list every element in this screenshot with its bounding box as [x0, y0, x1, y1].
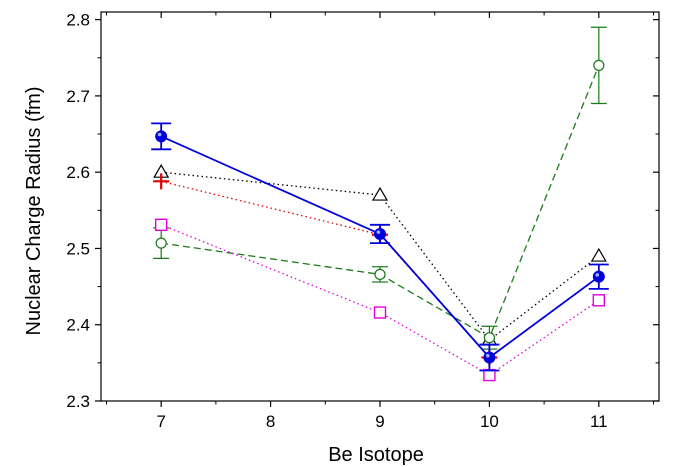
point-highlight [486, 353, 490, 358]
x-tick-label: 10 [480, 412, 499, 431]
point-marker [592, 270, 605, 283]
x-tick-label: 7 [156, 412, 165, 431]
axes: 7 8 9 10 11 2.3 2.4 2.5 2.6 2.7 2.8 [66, 11, 660, 431]
point-marker [590, 247, 607, 262]
series-open-circle [153, 26, 607, 350]
y-tick-label: 2.8 [66, 11, 90, 30]
y-tick-label: 2.3 [66, 392, 90, 411]
series-plus [153, 173, 498, 366]
point-highlight [595, 273, 600, 277]
point-marker [154, 218, 168, 232]
point-marker [483, 332, 496, 344]
series-line [160, 224, 600, 376]
y-tick-label: 2.5 [66, 239, 90, 258]
point-marker [155, 130, 168, 143]
x-tick-label: 8 [266, 412, 275, 431]
series-filled-circle [151, 122, 609, 372]
y-tick-label: 2.4 [66, 316, 90, 335]
x-tick-label: 11 [590, 412, 608, 431]
plot-frame [100, 11, 660, 402]
series-line [161, 171, 600, 341]
point-marker [371, 186, 389, 201]
point-marker [374, 268, 386, 280]
point-marker [374, 227, 386, 240]
series-open-square [154, 218, 606, 382]
x-tick-label: 9 [375, 412, 384, 431]
point-marker [373, 306, 387, 319]
point-marker [593, 59, 605, 71]
plot-series [151, 26, 609, 382]
point-highlight [376, 230, 381, 234]
series-line [161, 65, 600, 339]
series-line [161, 180, 490, 358]
point-marker [155, 237, 167, 249]
x-axis-label: Be Isotope [328, 444, 424, 466]
y-tick-label: 2.6 [66, 163, 90, 182]
point-marker [592, 294, 606, 307]
point-marker [483, 351, 496, 364]
y-tick-label: 2.7 [66, 87, 90, 106]
point-highlight [157, 132, 162, 137]
y-axis-label: Nuclear Charge Radius (fm) [23, 87, 45, 336]
series-line [160, 135, 600, 359]
